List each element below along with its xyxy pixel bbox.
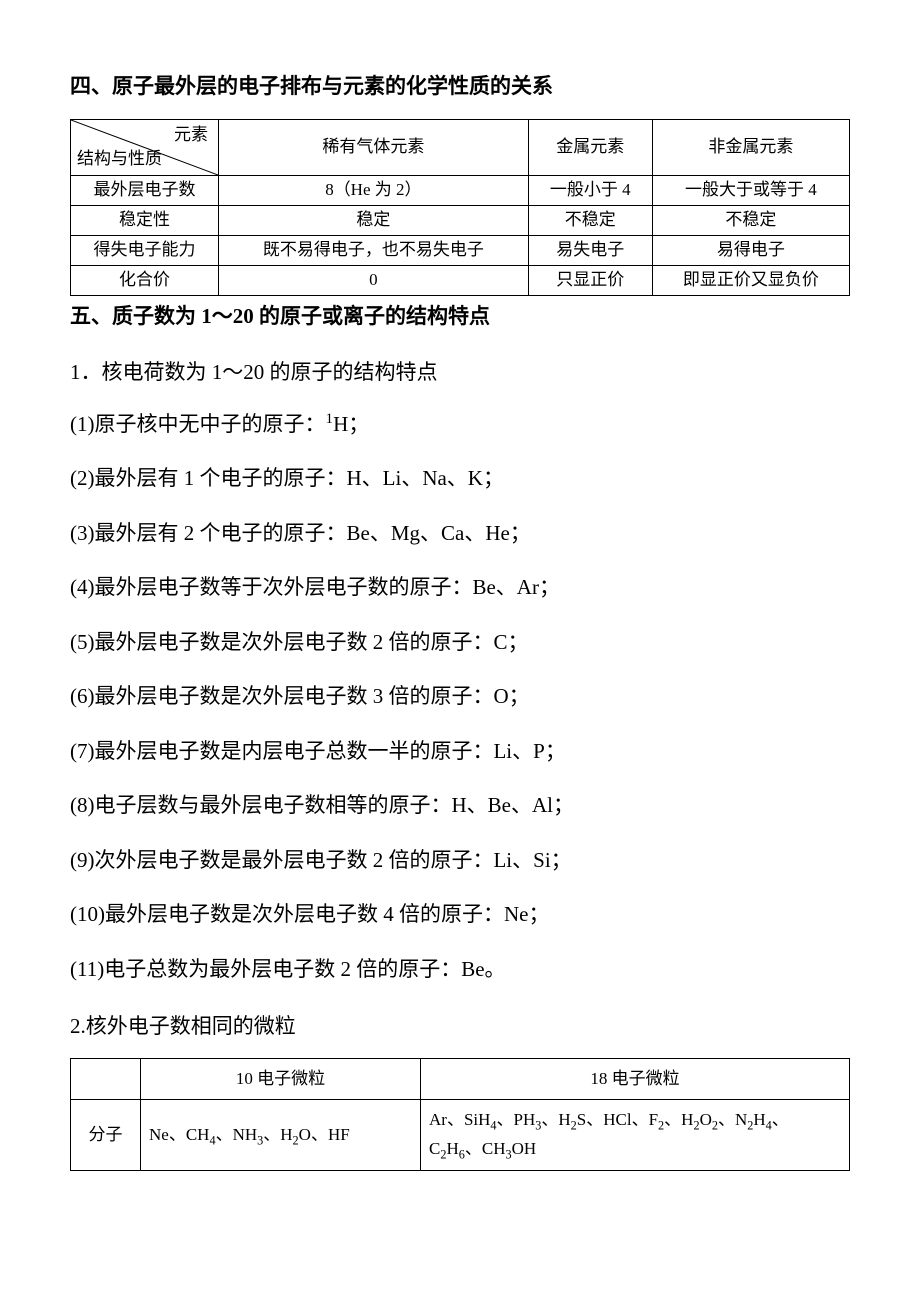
list-item: (5)最外层电子数是次外层电子数 2 倍的原子：C； (70, 626, 850, 659)
property-table: 元素 结构与性质 稀有气体元素 金属元素 非金属元素 最外层电子数 8（He 为… (70, 119, 850, 296)
table-row: 最外层电子数 8（He 为 2） 一般小于 4 一般大于或等于 4 (71, 176, 850, 206)
cell: 易失电子 (528, 236, 652, 266)
list-item: (1)原子核中无中子的原子：1H； (70, 408, 850, 441)
col-header: 18 电子微粒 (421, 1058, 850, 1100)
list-item: (8)电子层数与最外层电子数相等的原子：H、Be、Al； (70, 789, 850, 822)
table-row: 得失电子能力 既不易得电子，也不易失电子 易失电子 易得电子 (71, 236, 850, 266)
cell: 一般小于 4 (528, 176, 652, 206)
col-header: 非金属元素 (652, 120, 849, 176)
list-item: (2)最外层有 1 个电子的原子：H、Li、Na、K； (70, 462, 850, 495)
cell-18e: Ar、SiH4、PH3、H2S、HCl、F2、H2O2、N2H4、C2H6、CH… (421, 1100, 850, 1171)
list-item: (10)最外层电子数是次外层电子数 4 倍的原子：Ne； (70, 898, 850, 931)
subsection-2-title: 2.核外电子数相同的微粒 (70, 1010, 850, 1040)
table-row: 稳定性 稳定 不稳定 不稳定 (71, 206, 850, 236)
row-label: 分子 (71, 1100, 141, 1171)
superscript: 1 (326, 411, 334, 427)
list-item: (4)最外层电子数等于次外层电子数的原子：Be、Ar； (70, 571, 850, 604)
diagonal-header-cell: 元素 结构与性质 (71, 120, 219, 176)
cell: 只显正价 (528, 266, 652, 296)
cell: 不稳定 (528, 206, 652, 236)
row-label: 化合价 (71, 266, 219, 296)
cell: 0 (219, 266, 529, 296)
cell: 即显正价又显负价 (652, 266, 849, 296)
cell-10e: Ne、CH4、NH3、H2O、HF (141, 1100, 421, 1171)
list-item: (6)最外层电子数是次外层电子数 3 倍的原子：O； (70, 680, 850, 713)
cell: 稳定 (219, 206, 529, 236)
row-label: 最外层电子数 (71, 176, 219, 206)
list-item: (11)电子总数为最外层电子数 2 倍的原子：Be。 (70, 953, 850, 986)
cell: 一般大于或等于 4 (652, 176, 849, 206)
row-label: 稳定性 (71, 206, 219, 236)
subsection-1-title: 1．核电荷数为 1～20 的原子的结构特点 (70, 356, 850, 386)
list-item: (9)次外层电子数是最外层电子数 2 倍的原子：Li、Si； (70, 844, 850, 877)
cell: 既不易得电子，也不易失电子 (219, 236, 529, 266)
list-item: (7)最外层电子数是内层电子总数一半的原子：Li、P； (70, 735, 850, 768)
list-item: (3)最外层有 2 个电子的原子：Be、Mg、Ca、He； (70, 517, 850, 550)
cell: 易得电子 (652, 236, 849, 266)
item-text: (1)原子核中无中子的原子： (70, 412, 326, 436)
diag-top-label: 元素 (174, 124, 208, 147)
cell: 不稳定 (652, 206, 849, 236)
table-header-row: 10 电子微粒 18 电子微粒 (71, 1058, 850, 1100)
section-4-heading: 四、原子最外层的电子排布与元素的化学性质的关系 (70, 72, 850, 101)
col-header (71, 1058, 141, 1100)
item-text: H； (333, 412, 369, 436)
col-header: 10 电子微粒 (141, 1058, 421, 1100)
col-header: 稀有气体元素 (219, 120, 529, 176)
cell: 8（He 为 2） (219, 176, 529, 206)
table-row: 分子 Ne、CH4、NH3、H2O、HF Ar、SiH4、PH3、H2S、HCl… (71, 1100, 850, 1171)
section-5-heading: 五、质子数为 1～20 的原子或离子的结构特点 (70, 302, 850, 331)
table-header-row: 元素 结构与性质 稀有气体元素 金属元素 非金属元素 (71, 120, 850, 176)
col-header: 金属元素 (528, 120, 652, 176)
diag-bottom-label: 结构与性质 (77, 148, 162, 171)
electron-particle-table: 10 电子微粒 18 电子微粒 分子 Ne、CH4、NH3、H2O、HF Ar、… (70, 1058, 850, 1172)
table-row: 化合价 0 只显正价 即显正价又显负价 (71, 266, 850, 296)
row-label: 得失电子能力 (71, 236, 219, 266)
